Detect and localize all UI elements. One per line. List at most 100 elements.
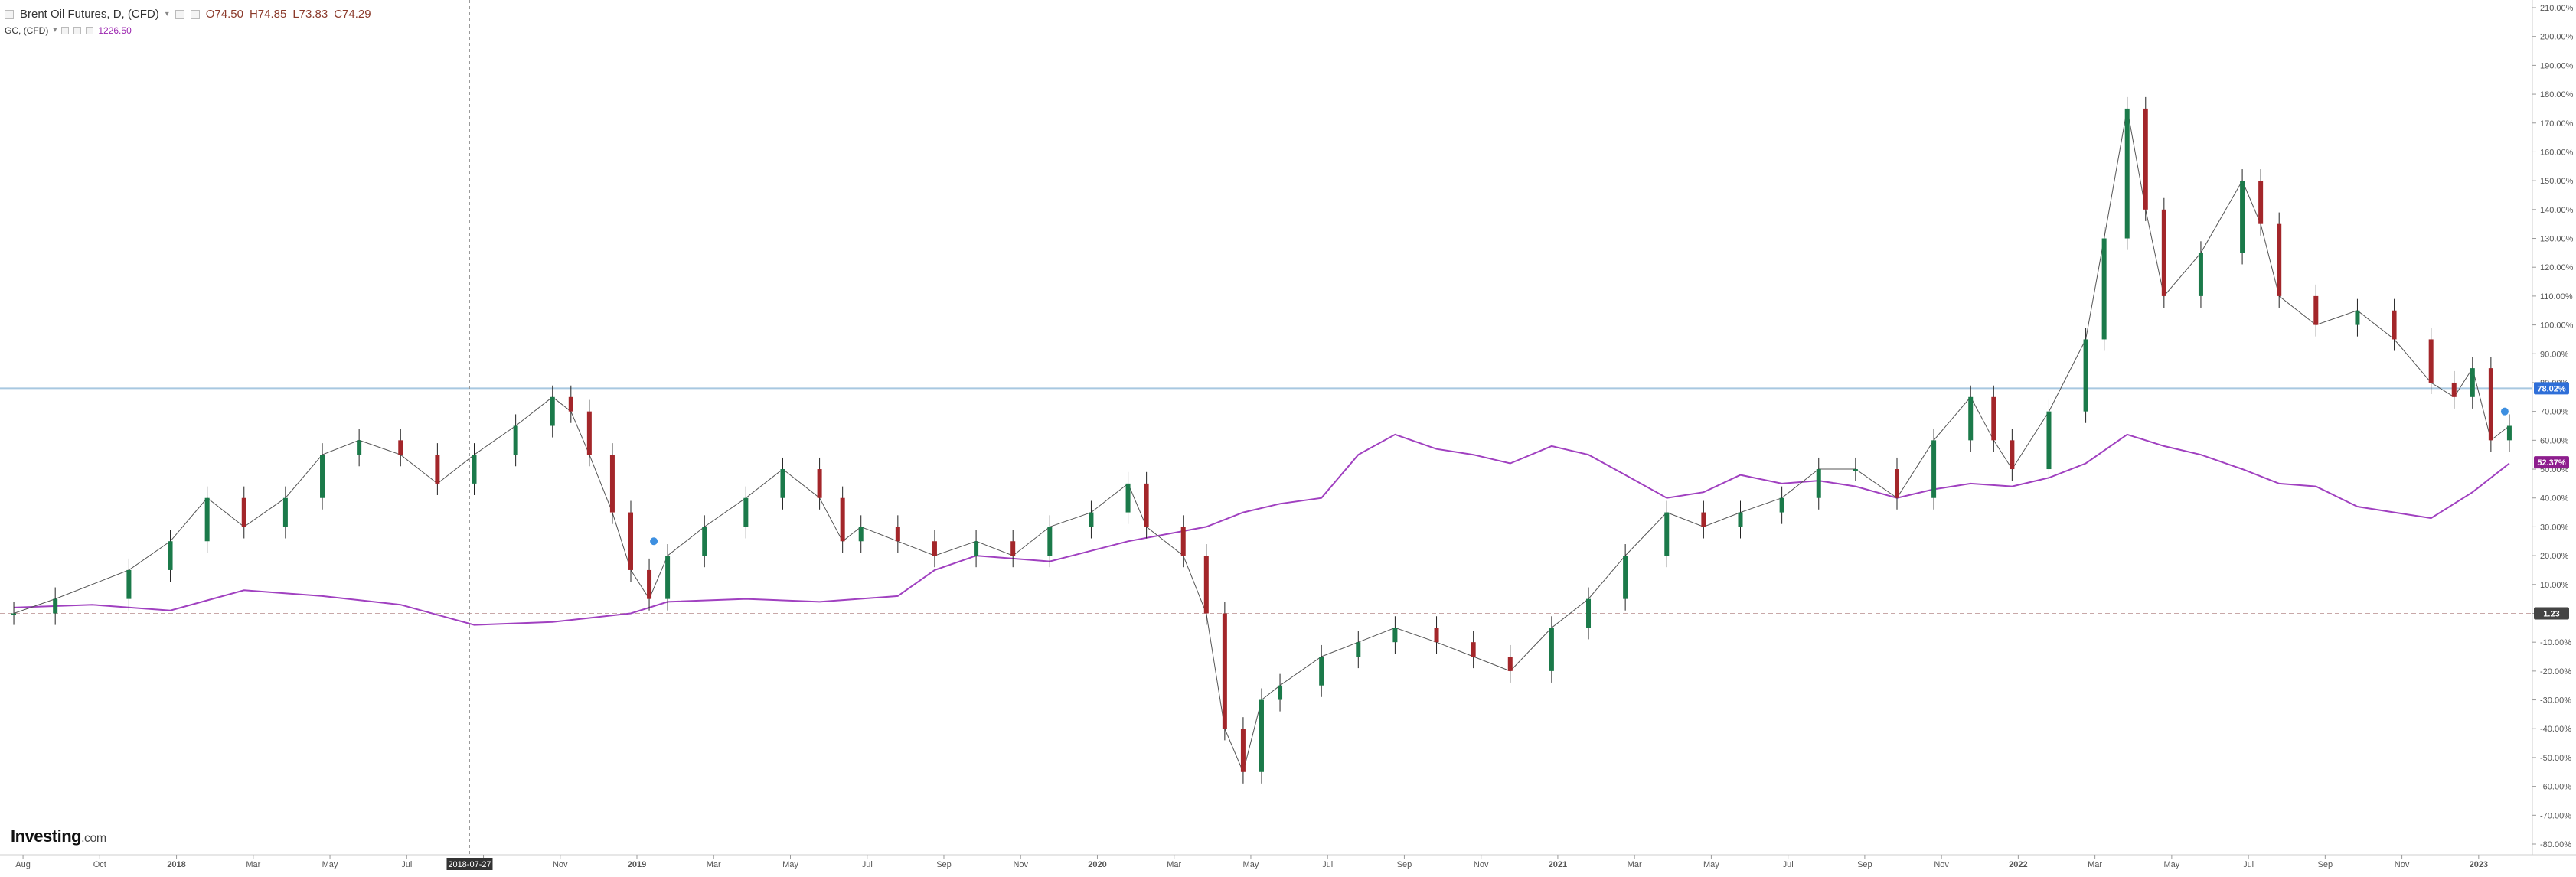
brent-candle[interactable]: [1931, 440, 1937, 498]
brent-candle[interactable]: [840, 497, 845, 542]
visibility-icon[interactable]: [61, 27, 70, 34]
brent-candle[interactable]: [1319, 657, 1324, 686]
brent-candle[interactable]: [550, 396, 555, 426]
brent-candle[interactable]: [2451, 382, 2457, 397]
brent-candle[interactable]: [1047, 527, 1053, 556]
brent-candle[interactable]: [1434, 628, 1439, 643]
brent-candle[interactable]: [53, 598, 58, 614]
brent-candle[interactable]: [2240, 181, 2245, 253]
brent-candle[interactable]: [2313, 295, 2319, 325]
brent-candle[interactable]: [1203, 556, 1209, 614]
brent-candle[interactable]: [1089, 512, 1094, 527]
brent-candle[interactable]: [817, 469, 822, 498]
gold-price-badge: 52.37%: [2537, 458, 2566, 468]
gold-series-line[interactable]: [13, 433, 2510, 626]
brent-candle[interactable]: [2428, 339, 2434, 383]
brent-series-line[interactable]: [13, 108, 2510, 774]
brent-candle[interactable]: [1991, 396, 1996, 441]
brent-candle[interactable]: [1278, 685, 1283, 700]
x-tick-label: Nov: [1934, 860, 1949, 869]
brent-candle[interactable]: [2161, 209, 2166, 296]
brent-candle[interactable]: [1816, 469, 1821, 498]
brent-candle[interactable]: [1240, 729, 1246, 772]
brent-candle[interactable]: [2124, 108, 2130, 239]
brent-candle[interactable]: [780, 469, 785, 498]
brent-candle[interactable]: [11, 613, 17, 615]
brent-candle[interactable]: [2506, 425, 2512, 441]
brent-candle[interactable]: [320, 455, 325, 498]
brent-candle[interactable]: [2470, 368, 2475, 397]
brent-candle[interactable]: [2277, 223, 2282, 296]
brent-candle[interactable]: [1010, 541, 1016, 556]
remove-icon[interactable]: [86, 27, 94, 34]
brent-candle[interactable]: [1222, 613, 1227, 729]
brent-candle[interactable]: [2046, 411, 2052, 470]
brent-candle[interactable]: [435, 455, 440, 484]
collapse-icon[interactable]: [5, 10, 14, 19]
brent-candle[interactable]: [2101, 238, 2107, 340]
brent-candle[interactable]: [1259, 699, 1264, 772]
visibility-icon[interactable]: [175, 10, 184, 19]
brent-candle[interactable]: [932, 541, 937, 556]
brent-candle[interactable]: [2010, 440, 2015, 470]
brent-candle[interactable]: [568, 396, 573, 412]
brent-candle[interactable]: [647, 569, 652, 599]
brent-candle[interactable]: [168, 541, 173, 570]
brent-candle[interactable]: [2355, 310, 2360, 325]
chevron-down-icon[interactable]: ▾: [53, 26, 57, 34]
brent-candle[interactable]: [241, 497, 246, 527]
brent-candle[interactable]: [1623, 556, 1628, 599]
main-series-title[interactable]: Brent Oil Futures, D, (CFD): [20, 8, 159, 21]
brent-candle[interactable]: [1471, 642, 1476, 657]
settings-icon[interactable]: [73, 27, 82, 34]
brent-candle[interactable]: [702, 527, 707, 556]
brent-candle[interactable]: [609, 455, 615, 513]
x-tick-label: Nov: [1013, 860, 1028, 869]
brent-candle[interactable]: [2488, 368, 2493, 441]
brent-candle[interactable]: [1738, 512, 1743, 527]
brent-candle[interactable]: [2392, 310, 2397, 340]
brent-candle[interactable]: [1125, 483, 1131, 513]
brent-candle[interactable]: [1586, 598, 1592, 628]
brent-candle[interactable]: [357, 440, 362, 455]
brent-candle[interactable]: [204, 497, 210, 542]
brent-candle[interactable]: [2258, 181, 2264, 224]
brent-candle[interactable]: [282, 497, 288, 527]
compare-series-title[interactable]: GC, (CFD): [5, 25, 49, 36]
brent-candle[interactable]: [1779, 497, 1784, 513]
brent-candle[interactable]: [2143, 108, 2148, 210]
event-marker-icon[interactable]: [2499, 406, 2510, 417]
y-tick-label: -40.00%: [2540, 725, 2571, 734]
brent-candle[interactable]: [858, 527, 864, 542]
brent-candle[interactable]: [1356, 642, 1361, 657]
brent-candle[interactable]: [2198, 253, 2203, 296]
brent-candle[interactable]: [628, 512, 633, 570]
brent-candle[interactable]: [2083, 339, 2088, 412]
brent-candle[interactable]: [895, 527, 900, 542]
brent-candle[interactable]: [398, 440, 403, 455]
brent-candle[interactable]: [586, 411, 592, 455]
brent-candle[interactable]: [665, 556, 671, 599]
chevron-down-icon[interactable]: ▾: [165, 10, 169, 18]
brent-candle[interactable]: [472, 455, 477, 484]
event-marker-icon[interactable]: [648, 536, 660, 547]
brent-candle[interactable]: [126, 569, 132, 599]
brent-candle[interactable]: [1507, 657, 1513, 671]
brent-candle[interactable]: [1392, 628, 1398, 643]
brent-candle[interactable]: [1664, 512, 1670, 556]
x-tick-label: Sep: [1857, 860, 1872, 869]
brent-candle[interactable]: [1549, 628, 1554, 671]
brent-candle[interactable]: [1180, 527, 1186, 556]
brent-candle[interactable]: [974, 541, 979, 556]
brent-price-badge: 78.02%: [2537, 384, 2566, 393]
brent-candle[interactable]: [1968, 396, 1974, 441]
brent-candle[interactable]: [1144, 483, 1149, 527]
settings-icon[interactable]: [190, 10, 200, 19]
brent-candle[interactable]: [513, 425, 518, 455]
brent-candle[interactable]: [1701, 512, 1706, 527]
brent-candle[interactable]: [743, 497, 749, 527]
brent-candle[interactable]: [1853, 469, 1858, 471]
brent-candle[interactable]: [1894, 469, 1899, 498]
